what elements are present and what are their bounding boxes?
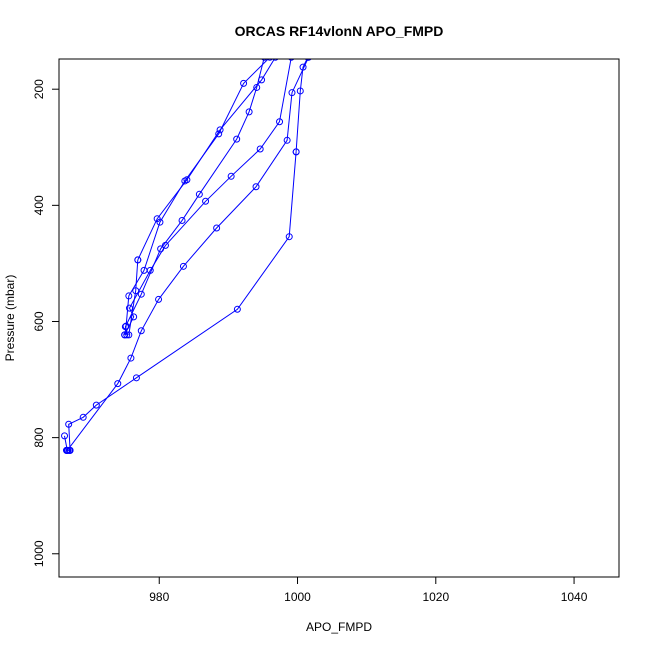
series-line: [66, 151, 297, 451]
y-tick-label: 1000: [32, 540, 46, 567]
data-point: [132, 374, 140, 382]
data-point: [183, 176, 191, 184]
y-tick-label: 600: [32, 311, 46, 331]
data-point: [296, 87, 304, 95]
data-point: [63, 446, 71, 454]
data-point: [114, 380, 122, 388]
data-point: [276, 118, 284, 126]
plot-border: [58, 58, 620, 578]
data-point: [125, 331, 133, 339]
series-line: [64, 59, 309, 452]
data-point: [178, 216, 186, 224]
data-point: [137, 290, 145, 298]
data-point: [79, 413, 87, 421]
data-point: [285, 233, 293, 241]
x-axis-label: APO_FMPD: [306, 620, 372, 634]
data-point: [233, 135, 241, 143]
data-layer: [61, 59, 312, 454]
data-point: [213, 224, 221, 232]
data-point: [233, 305, 241, 313]
data-point: [227, 172, 235, 180]
x-tick-label: 1020: [422, 590, 449, 604]
x-tick-label: 1000: [284, 590, 311, 604]
data-point: [140, 266, 148, 274]
data-point: [261, 59, 268, 61]
data-point: [179, 262, 187, 270]
y-tick-label: 800: [32, 427, 46, 447]
data-point: [134, 256, 142, 264]
data-point: [288, 89, 296, 97]
series-line: [124, 59, 269, 335]
data-point: [92, 401, 100, 409]
data-point: [61, 432, 69, 440]
data-point: [125, 292, 133, 300]
data-point: [155, 295, 163, 303]
data-point: [216, 126, 224, 134]
data-point: [240, 79, 248, 87]
data-point: [153, 215, 161, 223]
data-point: [215, 130, 223, 138]
data-point: [157, 245, 165, 253]
series-line: [295, 59, 308, 152]
data-point: [245, 108, 253, 116]
data-point: [283, 136, 291, 144]
series-line: [124, 59, 292, 336]
chart-title: ORCAS RF14vlonN APO_FMPD: [235, 23, 444, 39]
data-point: [127, 354, 135, 362]
series-line: [124, 59, 265, 335]
data-point: [253, 83, 261, 91]
y-axis-label: Pressure (mbar): [3, 275, 17, 362]
y-tick-label: 400: [32, 195, 46, 215]
data-point: [305, 59, 312, 61]
data-point: [65, 420, 73, 428]
data-point: [195, 190, 203, 198]
y-tick-label: 200: [32, 79, 46, 99]
data-point: [202, 197, 210, 205]
data-point: [292, 148, 300, 156]
plot-area: 980 1000 1020 1040 200 400 600 800 1000: [32, 58, 620, 604]
x-tick-label: 980: [149, 590, 169, 604]
series-line: [128, 259, 139, 335]
data-point: [288, 59, 295, 61]
data-point: [122, 322, 130, 330]
data-point: [132, 287, 140, 295]
data-point: [266, 59, 273, 61]
data-point: [256, 145, 264, 153]
data-point: [252, 183, 260, 191]
data-point: [258, 76, 266, 84]
x-tick-label: 1040: [561, 590, 588, 604]
data-point: [137, 327, 145, 335]
data-point: [272, 59, 279, 61]
data-point: [121, 331, 129, 339]
data-point: [123, 331, 131, 339]
series-line: [137, 59, 275, 261]
